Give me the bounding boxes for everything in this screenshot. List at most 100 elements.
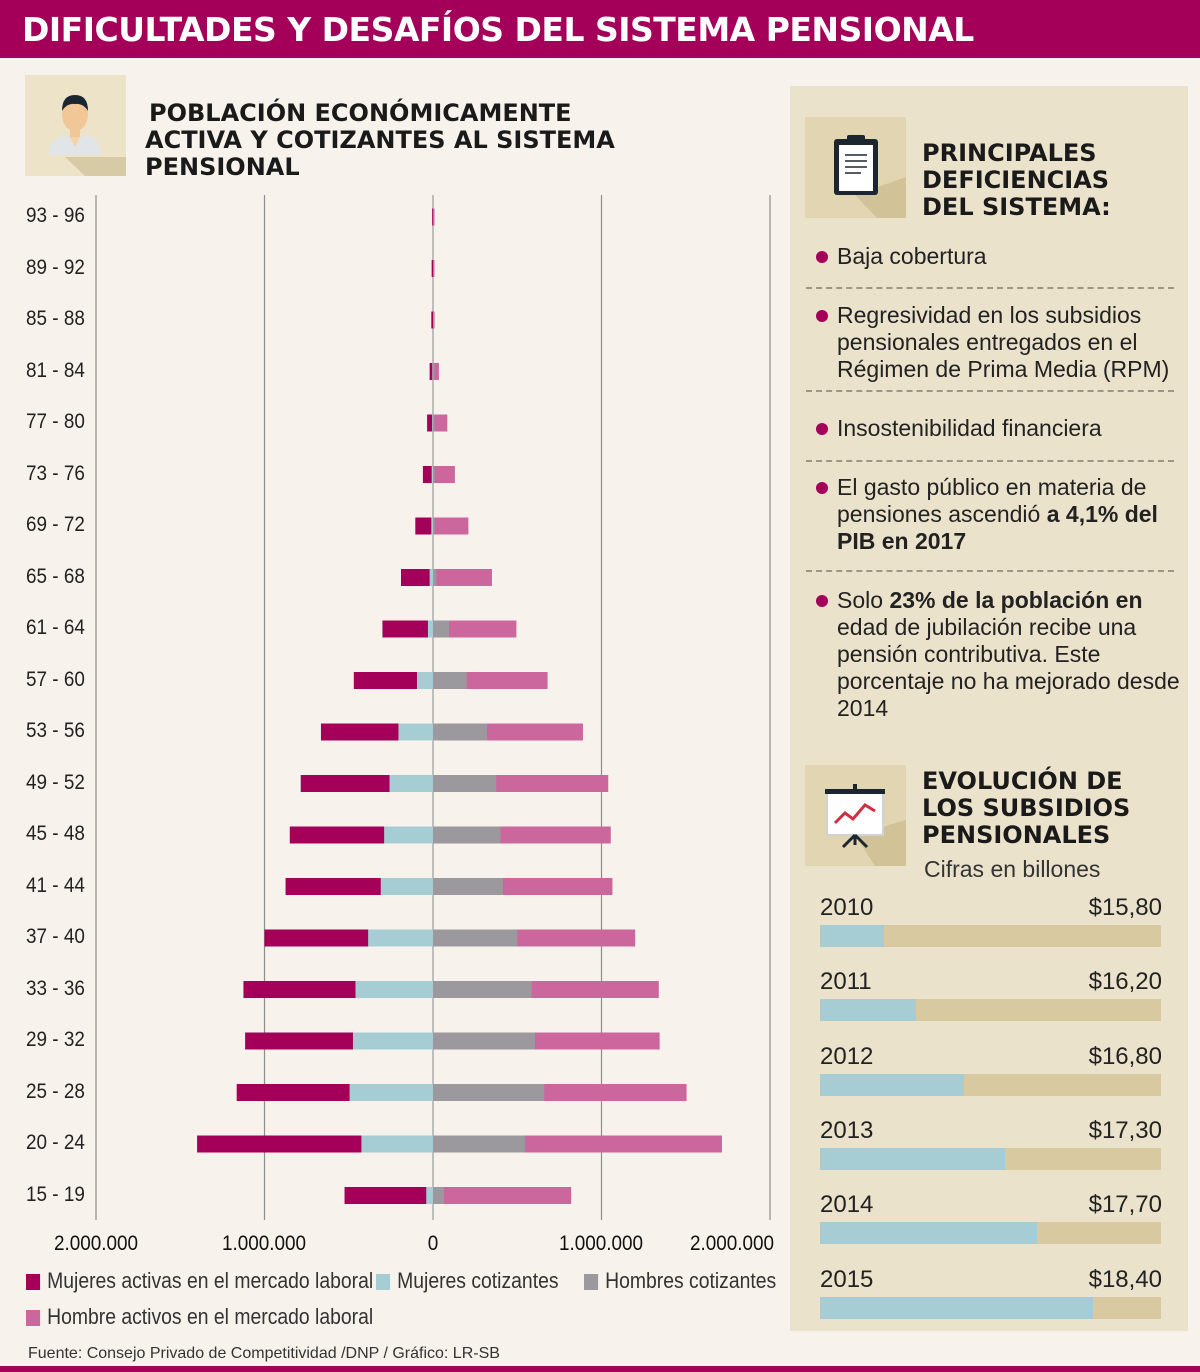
bar-hombres-activos (433, 363, 439, 380)
bar-hombres-activos (433, 1187, 572, 1204)
bar-hombres-activos (433, 208, 435, 226)
subsidio-year: 2013 (820, 1116, 874, 1144)
bullet-text: Regresividad en los subsidios pensionale… (837, 302, 1170, 382)
x-tick-label: 1.000.000 (221, 1232, 307, 1255)
bar-mujeres-cotizantes (384, 826, 433, 844)
bar-hombres-cotizantes (433, 517, 435, 535)
deficiencias-title: PRINCIPALES DEFICIENCIAS DEL SISTEMA: (922, 140, 1111, 221)
bullet-text: Insostenibilidad financiera (837, 415, 1102, 441)
legend-item-hombres-activos: Hombre activos en el mercado laboral (26, 1304, 373, 1330)
bullet-dot (816, 423, 828, 435)
bullet-dot (816, 482, 828, 494)
bottom-rule (0, 1366, 1200, 1372)
divider (806, 460, 1174, 462)
bar-mujeres-activas (382, 620, 433, 638)
bar-mujeres-cotizantes (355, 981, 433, 998)
age-label: 57 - 60 (26, 667, 85, 691)
subsidio-value: $17,30 (1088, 1116, 1162, 1144)
legend-swatch (26, 1310, 41, 1327)
bar-hombres-cotizantes (433, 363, 435, 380)
bar-mujeres-cotizantes (398, 723, 433, 741)
bar-hombres-cotizantes (433, 929, 518, 947)
bar-hombres-cotizantes (433, 826, 501, 844)
bullet-text: El gasto público en materia de pensiones… (837, 474, 1158, 554)
subsidios-caption: Cifras en billones (924, 856, 1101, 882)
title-line: ACTIVA Y COTIZANTES AL SISTEMA (145, 126, 615, 154)
age-label: 20 - 24 (26, 1131, 85, 1154)
right-panel (790, 86, 1188, 1331)
subsidio-value: $17,70 (1088, 1191, 1162, 1219)
age-label: 81 - 84 (26, 358, 85, 382)
bar-mujeres-cotizantes (361, 1135, 433, 1153)
header-banner: DIFICULTADES Y DESAFÍOS DEL SISTEMA PENS… (0, 0, 1200, 58)
subsidio-bar-track (820, 1147, 1161, 1170)
divider (806, 390, 1174, 392)
divider (806, 570, 1174, 572)
bar-mujeres-cotizantes (380, 878, 433, 895)
age-label: 33 - 36 (26, 976, 85, 1000)
person-icon (49, 95, 126, 176)
age-label: 37 - 40 (26, 925, 85, 948)
title-line: PENSIONAL (145, 153, 300, 181)
bar-mujeres-cotizantes (389, 775, 433, 792)
bar-mujeres-activas (427, 414, 433, 432)
bar-mujeres-activas (344, 1187, 433, 1204)
age-label: 53 - 56 (26, 719, 85, 742)
bar-hombres-cotizantes (433, 672, 467, 689)
bar-mujeres-activas (400, 569, 433, 586)
legend-item-hombres-cotizantes: Hombres cotizantes (584, 1268, 776, 1294)
age-label: 49 - 52 (26, 770, 85, 794)
legend-label: Hombre activos en el mercado laboral (47, 1304, 374, 1329)
bar-hombres-activos (433, 466, 455, 483)
bar-mujeres-cotizantes (368, 929, 433, 947)
subsidio-year: 2014 (820, 1191, 874, 1219)
population-pyramid-chart (95, 195, 771, 1220)
title-line: PENSIONALES (922, 821, 1111, 849)
person-icon-box (25, 75, 126, 176)
clipboard-icon-box (805, 117, 906, 218)
bar-hombres-cotizantes (433, 620, 450, 638)
bar-hombres-cotizantes (433, 1187, 444, 1204)
title-line: DEFICIENCIAS (922, 166, 1110, 194)
bar-hombres-activos (433, 517, 469, 535)
subsidio-year: 2011 (820, 968, 872, 996)
bar-mujeres-cotizantes (416, 672, 433, 689)
population-chart-title: POBLACIÓN ECONÓMICAMENTE ACTIVA Y COTIZA… (145, 100, 615, 181)
subsidio-bar-track (820, 1296, 1161, 1319)
bar-hombres-activos (433, 569, 492, 586)
bar-hombres-cotizantes (433, 414, 435, 432)
bar-mujeres-cotizantes (352, 1032, 433, 1050)
title-line: POBLACIÓN ECONÓMICAMENTE (149, 99, 572, 127)
age-label: 41 - 44 (26, 873, 85, 897)
bullet-text: Baja cobertura (837, 243, 987, 269)
age-label: 73 - 76 (26, 461, 85, 485)
bar-mujeres-activas (429, 363, 433, 380)
subsidio-bar-track (820, 925, 1161, 947)
legend-item-mujeres-cotizantes: Mujeres cotizantes (376, 1268, 559, 1294)
bar-hombres-cotizantes (433, 1032, 535, 1050)
bar-hombres-activos (433, 620, 517, 638)
bullet-item: Baja cobertura (816, 243, 1186, 270)
bullet-text: Solo 23% de la población en edad de jubi… (837, 587, 1180, 721)
title-line: LOS SUBSIDIOS (922, 794, 1131, 822)
age-label: 93 - 96 (26, 204, 85, 227)
bar-mujeres-activas (431, 260, 434, 277)
subsidio-bar-track (820, 999, 1161, 1022)
age-label: 29 - 32 (26, 1028, 85, 1051)
bar-hombres-cotizantes (433, 1135, 525, 1153)
legend-swatch (26, 1274, 41, 1291)
x-tick-label: 0 (427, 1232, 439, 1255)
subsidio-year: 2015 (820, 1265, 874, 1293)
x-tick-label: 1.000.000 (558, 1232, 644, 1255)
bar-mujeres-cotizantes (349, 1084, 433, 1101)
x-tick-label: 2.000.000 (689, 1232, 775, 1255)
legend-label: Hombres cotizantes (605, 1268, 777, 1293)
bar-hombres-cotizantes (433, 466, 435, 483)
bar-mujeres-cotizantes (431, 466, 434, 483)
legend-swatch (584, 1274, 599, 1291)
subsidio-year: 2012 (820, 1042, 874, 1070)
subsidio-value: $16,20 (1088, 968, 1162, 996)
bar-hombres-cotizantes (433, 1084, 545, 1101)
page-title: DIFICULTADES Y DESAFÍOS DEL SISTEMA PENS… (22, 10, 974, 49)
age-label: 61 - 64 (26, 616, 85, 639)
